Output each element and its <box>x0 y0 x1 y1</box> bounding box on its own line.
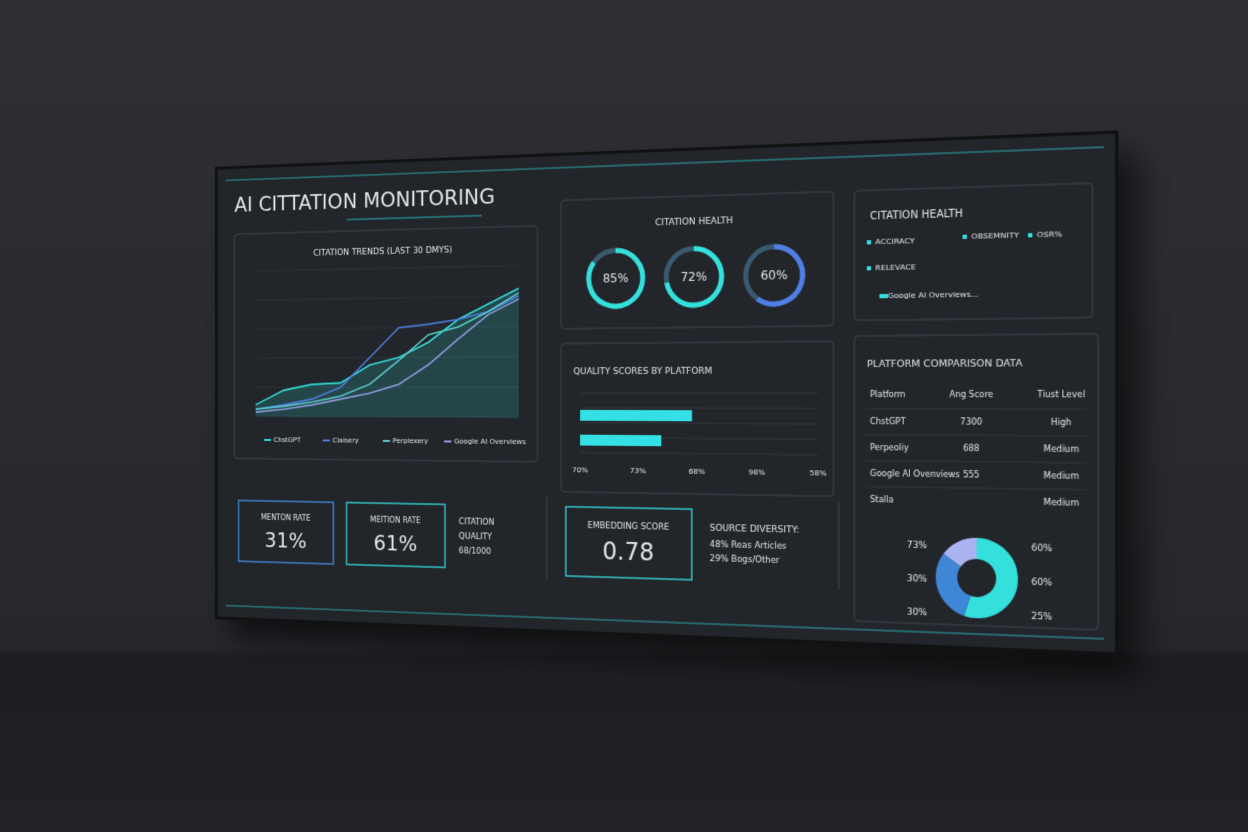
kpi-label: MENTON RATE <box>261 513 311 523</box>
top-rule <box>226 147 1104 180</box>
kpi-value: 0.78 <box>602 538 654 567</box>
table-cell: ChstGPT <box>870 417 906 427</box>
legend-label: Claisery <box>332 436 358 445</box>
table-cell: Medium <box>1043 471 1079 482</box>
grid-line <box>580 408 818 409</box>
x-tick-label: 70% <box>572 465 588 475</box>
grid-line <box>256 296 519 300</box>
donut-label: 25% <box>1031 611 1052 622</box>
quality-text: CITATION <box>459 517 495 527</box>
table-header: Platform <box>870 390 905 400</box>
bullet <box>962 234 967 240</box>
donut-label: 60% <box>1031 543 1052 554</box>
donut-label: 30% <box>907 607 927 618</box>
bullet <box>866 266 872 271</box>
table-cell: High <box>1051 417 1072 427</box>
table-cell: Medium <box>1043 497 1079 508</box>
diversity-title: SOURCE DIVERSITY: <box>710 523 800 536</box>
bar <box>580 409 692 422</box>
kpi-value: 31% <box>265 528 307 553</box>
row-rule <box>865 435 1087 436</box>
list-item: Google AI Overviews... <box>888 289 979 300</box>
x-tick-label: 58% <box>809 468 826 478</box>
panel-title: PLATFORM COMPARISON DATA <box>867 358 1023 370</box>
row-rule <box>865 409 1087 410</box>
grid-line <box>580 423 818 424</box>
x-tick-label: 98% <box>748 467 765 477</box>
table-cell: Stalla <box>870 495 894 505</box>
x-tick-label: 68% <box>688 466 705 476</box>
title-underline <box>347 216 482 220</box>
dashboard-screen: AI CITTATION MONITORING CITATION TRENDS … <box>214 130 1119 656</box>
gauge-label: 72% <box>681 269 708 284</box>
chart-title: CITATION TRENDS (LAST 30 DMYS) <box>313 245 452 259</box>
row-rule <box>865 486 1087 489</box>
gauge-label: 85% <box>603 270 629 285</box>
donut-label: 60% <box>1031 577 1052 588</box>
kpi-label: EMBEDDING SCORE <box>588 520 670 531</box>
legend-label: Google AI Overviews <box>454 436 526 446</box>
donut-label: 73% <box>907 540 927 550</box>
dashboard: AI CITTATION MONITORING CITATION TRENDS … <box>217 134 1115 652</box>
row-rule <box>865 461 1087 463</box>
table-cell: 7300 <box>960 417 982 427</box>
area <box>255 288 519 418</box>
kpi-label: MEITION RATE <box>370 515 421 525</box>
legend-label: Perplexery <box>393 436 429 445</box>
bar <box>580 434 662 447</box>
grid-line <box>256 265 519 271</box>
table-cell: Medium <box>1043 444 1079 454</box>
quality-text: 68/1000 <box>459 546 491 556</box>
bullet <box>879 293 888 299</box>
dashboard-title: AI CITTATION MONITORING <box>234 184 494 217</box>
quality-text: QUALITY <box>459 531 492 541</box>
table-header: Tiust Level <box>1036 389 1085 399</box>
table-cell: 688 <box>963 443 980 453</box>
x-tick-label: 73% <box>630 466 646 476</box>
table-panel <box>854 334 1098 630</box>
kpi-value: 61% <box>374 531 418 556</box>
list-item: OBSEMNITY <box>971 230 1020 241</box>
gauge-panel <box>561 192 833 329</box>
list-item: RELEVACE <box>875 262 916 273</box>
diversity-line: 48% Reas Articles <box>710 539 787 551</box>
legend-label: ChstGPT <box>274 435 302 444</box>
chart-title: QUALITY SCORES BY PLATFORM <box>573 366 712 377</box>
donut-label: 30% <box>907 573 927 584</box>
table-cell: Google AI Ovenviews <box>870 469 960 480</box>
table-cell: Perpeoliy <box>870 443 909 453</box>
list-item: OSR% <box>1037 229 1063 240</box>
donut-slice <box>935 553 971 616</box>
table-header: Ang Score <box>949 390 993 400</box>
panel-title: CITATION HEALTH <box>655 215 733 228</box>
bullet <box>866 240 872 245</box>
gauge-label: 60% <box>761 267 788 283</box>
list-item: ACCIRACY <box>875 236 915 247</box>
panel-title: CITATION HEALTH <box>870 208 963 223</box>
table-cell: 555 <box>963 470 980 480</box>
grid-line <box>580 452 818 454</box>
bullet <box>1027 233 1033 238</box>
diversity-line: 29% Bogs/Other <box>710 553 781 565</box>
